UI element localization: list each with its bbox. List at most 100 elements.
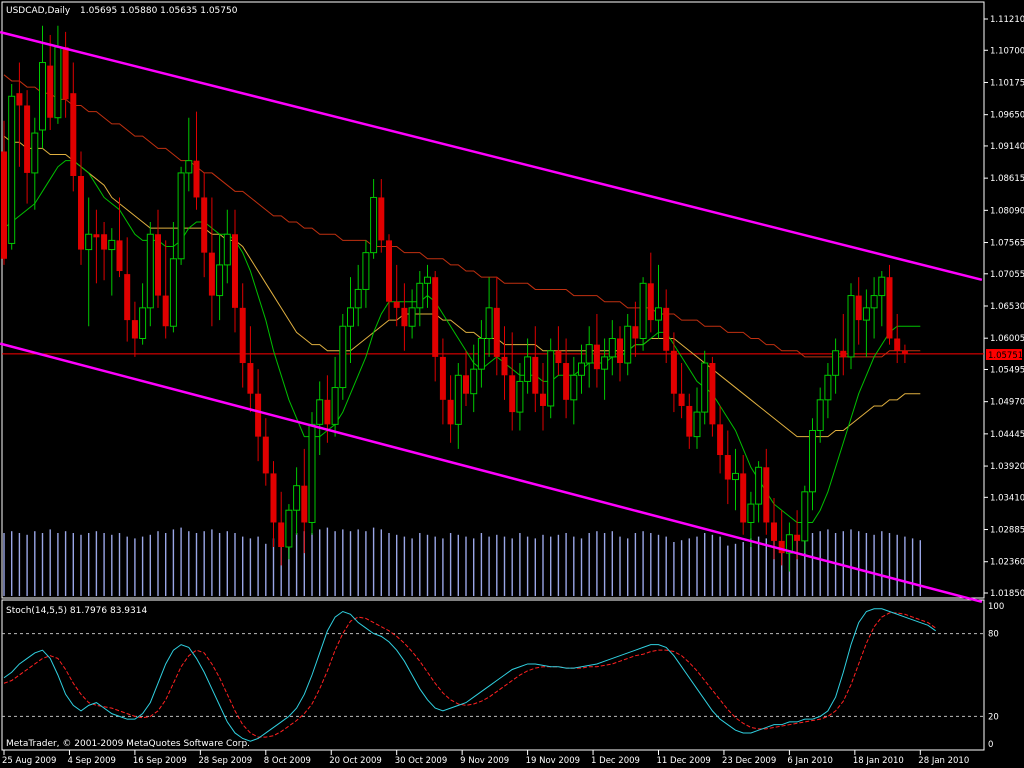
candle-body-bear [1,151,7,259]
candle-body-bull [847,295,855,358]
candle-body-bear [855,295,862,321]
candle-body-bull [316,399,324,425]
candle-body-bull [809,429,816,493]
candle-body-bear [840,350,847,357]
stoch-tick-label: 20 [988,712,999,722]
chart-symbol: USDCAD,Daily [6,6,71,16]
candle-body-bear [208,252,215,296]
candle-body-bear [532,356,539,394]
candle-body-bull [85,233,93,251]
candle-body-bull [524,356,532,382]
date-label: 20 Oct 2009 [329,756,382,766]
channel-upper-line [0,30,983,282]
candle-body-bull [570,374,578,401]
price-tick-label: 1.06005 [990,334,1024,344]
candle-body-bear [24,105,31,173]
candle-body-bull [832,350,840,376]
candle-body-bear [247,363,254,394]
candle-body-bear [686,405,693,437]
candle-body-bear [647,283,654,321]
candle-body-bear [901,350,908,354]
candle-body-bull [585,344,593,364]
candle-body-bear [593,344,600,370]
candle-body-bear [563,363,570,400]
candle-body-bull [732,472,739,481]
stoch-tick-label: 100 [988,602,1004,612]
candle-body-bear [324,399,331,425]
candle-body-bear [193,160,200,198]
candle-body-bear [393,301,400,308]
trend-channel [0,30,983,604]
date-label: 19 Nov 2009 [526,756,580,766]
ma-slow-line [3,74,921,358]
candle-body-bear [16,93,23,106]
candle-body-bear [501,356,508,376]
candle-body-bear [886,277,893,339]
price-tick-label: 1.10700 [990,46,1024,56]
candle-body-bull [785,534,793,554]
candle-body-bull [362,252,370,290]
candle-body-bull [454,374,462,425]
candle-body-bear [131,320,138,339]
date-label: 9 Nov 2009 [460,756,509,766]
ma-fast-line [3,160,921,523]
price-marker-box [986,349,1022,360]
candle-body-bull [639,282,647,340]
candle-body-bear [255,393,262,437]
candle-body-bull [354,288,362,309]
candle-body-bull [701,362,709,413]
copyright-text: MetaTrader, © 2001-2009 MetaQuotes Softw… [6,739,250,749]
candle-body-bear [162,295,169,327]
candle-body-bear [540,393,546,406]
candle-body-bear [78,175,84,250]
candle-body-bear [301,485,308,523]
channel-lower-line [0,342,983,604]
candle-body-bull [370,196,378,254]
candle-body-bull [339,325,347,389]
candle-body-bull [416,282,424,309]
candle-body-bear [632,326,639,339]
candle-body-bull [424,276,431,284]
candle-body-bull [177,172,185,260]
candle-body-bear [778,540,785,554]
date-label: 23 Dec 2009 [722,756,776,766]
candle-body-bear [155,234,161,296]
candle-body-bear [724,455,731,480]
candle-body-bear [678,393,685,406]
candle-body-bear [70,93,77,176]
axes: 1.11210 1.10700 1.10175 1.09650 1.09140 1.086… [2,15,1024,766]
stoch-signal-line [3,612,936,738]
candle-body-bull [878,276,886,297]
date-label: 30 Oct 2009 [395,756,448,766]
price-tick-label: 1.03410 [990,493,1024,503]
candle-body-bull [185,160,193,174]
candle-body-bear [401,307,408,327]
price-tick-label: 1.04445 [990,430,1024,440]
candle-body-bull [693,411,701,438]
candle-body-bull [285,509,293,548]
price-tick-label: 1.01850 [990,589,1024,599]
candle-body-bull [624,325,632,364]
price-tick-label: 1.09140 [990,142,1024,152]
candle-body-bear [493,307,500,357]
moving-averages [3,74,921,523]
candlesticks [1,25,908,572]
volume-histogram [3,527,921,596]
candle-body-bull [477,338,485,370]
candle-body-bear [463,375,469,394]
stoch-header: Stoch(14,5,5) 81.7976 83.9314 [6,606,147,616]
candle-body-bull [516,380,524,413]
candle-body-bear [232,234,238,308]
price-tick-label: 1.05495 [990,365,1024,375]
price-tick-label: 1.10175 [990,78,1024,88]
candle-body-bull [801,491,809,542]
price-tick-label: 1.02360 [990,558,1024,568]
candle-body-bear [101,234,108,250]
price-tick-label: 1.08090 [990,206,1024,216]
candle-body-bear [740,473,747,523]
candle-body-bull [108,239,116,251]
candle-body-bear [116,240,123,272]
stoch-panel-frame [1,599,985,751]
price-tick-label: 1.11210 [990,15,1024,25]
